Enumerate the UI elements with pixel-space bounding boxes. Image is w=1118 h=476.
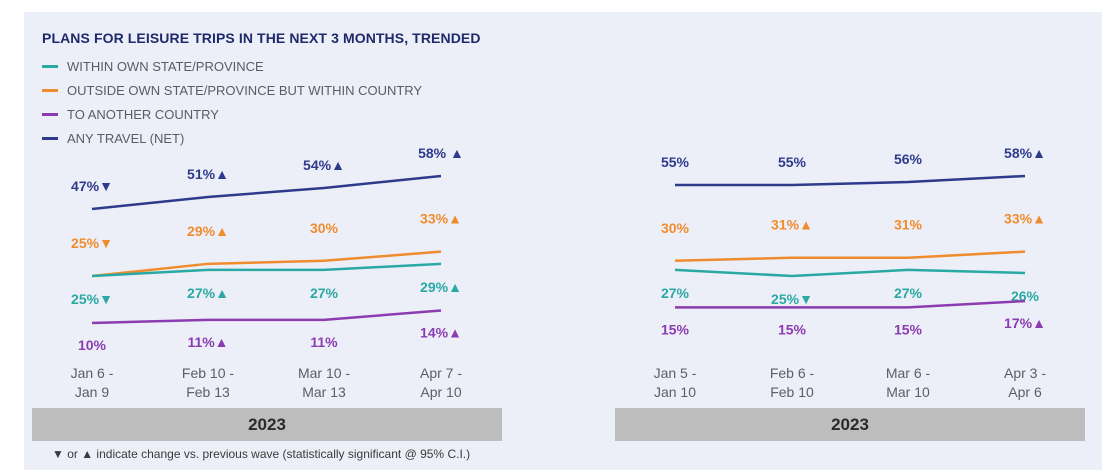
x-tick-label-1-1-0: Feb 6 - [770, 365, 815, 381]
series-line-outside-state-1 [674, 250, 1026, 263]
data-label-within-state-1-1: 25%▼ [771, 291, 813, 307]
data-label-within-state-0-2: 27% [310, 285, 339, 301]
legend-swatch-outside-state [42, 88, 58, 92]
x-tick-label-0-1-1: Feb 13 [186, 384, 230, 400]
data-label-any-travel-1-0: 55% [661, 154, 690, 170]
data-label-outside-state-1-2: 31% [894, 217, 923, 233]
x-tick-label-0-0-1: Jan 9 [75, 384, 109, 400]
data-label-any-travel-0-2: 54%▲ [303, 157, 345, 173]
legend-swatch-another-country [42, 112, 58, 116]
legend-label-any-travel: ANY TRAVEL (NET) [67, 130, 185, 146]
data-label-within-state-1-0: 27% [661, 285, 690, 301]
data-label-any-travel-0-0: 47%▼ [71, 178, 113, 194]
legend-label-another-country: TO ANOTHER COUNTRY [67, 106, 219, 122]
legend-item-another-country: TO ANOTHER COUNTRY [42, 105, 219, 123]
legend-swatch-any-travel [42, 136, 58, 140]
data-label-within-state-1-3: 26% [1011, 288, 1040, 304]
series-line-within-state-0 [91, 262, 442, 278]
x-tick-label-1-0-0: Jan 5 - [654, 365, 697, 381]
footnote: ▼ or ▲ indicate change vs. previous wave… [52, 447, 471, 461]
data-label-outside-state-1-3: 33%▲ [1004, 211, 1046, 227]
data-label-within-state-0-1: 27%▲ [187, 285, 229, 301]
data-label-any-travel-1-3: 58%▲ [1004, 145, 1046, 161]
data-label-another-country-0-1: 11%▲ [187, 334, 228, 350]
data-label-outside-state-0-0: 25%▼ [71, 235, 113, 251]
x-tick-label-1-0-1: Jan 10 [654, 384, 696, 400]
data-label-outside-state-0-1: 29%▲ [187, 223, 229, 239]
x-tick-label-1-1-1: Feb 10 [770, 384, 814, 400]
data-label-any-travel-0-1: 51%▲ [187, 166, 229, 182]
data-label-another-country-1-3: 17%▲ [1004, 315, 1046, 331]
data-label-another-country-0-3: 14%▲ [420, 324, 462, 340]
series-line-another-country-0 [91, 309, 442, 325]
legend-swatch-within-state [42, 64, 58, 68]
series-line-another-country-1 [675, 299, 1026, 309]
data-label-any-travel-1-2: 56% [894, 151, 923, 167]
chart-title: PLANS FOR LEISURE TRIPS IN THE NEXT 3 MO… [42, 30, 481, 46]
data-label-another-country-1-2: 15% [894, 321, 923, 337]
series-line-outside-state-0 [91, 250, 442, 278]
x-tick-label-1-2-1: Mar 10 [886, 384, 930, 400]
legend-label-within-state: WITHIN OWN STATE/PROVINCE [67, 58, 264, 74]
data-label-within-state-0-3: 29%▲ [420, 279, 462, 295]
data-label-another-country-1-0: 15% [661, 321, 690, 337]
x-tick-label-0-2-1: Mar 13 [302, 384, 346, 400]
series-line-within-state-1 [674, 268, 1026, 278]
x-tick-label-0-3-1: Apr 10 [420, 384, 461, 400]
x-tick-label-1-3-0: Apr 3 - [1004, 365, 1046, 381]
x-tick-label-0-0-0: Jan 6 - [71, 365, 114, 381]
year-bar-right: 2023 [615, 408, 1085, 441]
legend-item-outside-state: OUTSIDE OWN STATE/PROVINCE BUT WITHIN CO… [42, 81, 422, 99]
data-label-any-travel-1-1: 55% [778, 154, 807, 170]
year-bar-left: 2023 [32, 408, 502, 441]
series-line-any-travel-0 [91, 174, 442, 211]
x-tick-label-1-2-0: Mar 6 - [886, 365, 931, 381]
x-tick-label-1-3-1: Apr 6 [1008, 384, 1042, 400]
legend-label-outside-state: OUTSIDE OWN STATE/PROVINCE BUT WITHIN CO… [67, 82, 423, 98]
data-label-outside-state-1-1: 31%▲ [771, 217, 813, 233]
x-tick-label-0-3-0: Apr 7 - [420, 365, 462, 381]
x-tick-label-0-1-0: Feb 10 - [182, 365, 234, 381]
series-line-any-travel-1 [675, 174, 1026, 187]
data-label-another-country-1-1: 15% [778, 321, 807, 337]
data-label-outside-state-0-2: 30% [310, 220, 339, 236]
data-label-another-country-0-0: 10% [78, 337, 107, 353]
data-label-within-state-0-0: 25%▼ [71, 291, 113, 307]
legend-item-any-travel: ANY TRAVEL (NET) [42, 129, 184, 147]
data-label-outside-state-0-3: 33%▲ [420, 211, 462, 227]
x-tick-label-0-2-0: Mar 10 - [298, 365, 350, 381]
chart-panel [24, 12, 1102, 470]
data-label-any-travel-0-3: 58% ▲ [418, 145, 464, 161]
data-label-within-state-1-2: 27% [894, 285, 923, 301]
legend-item-within-state: WITHIN OWN STATE/PROVINCE [42, 57, 264, 75]
data-label-outside-state-1-0: 30% [661, 220, 690, 236]
data-label-another-country-0-2: 11% [310, 334, 338, 350]
